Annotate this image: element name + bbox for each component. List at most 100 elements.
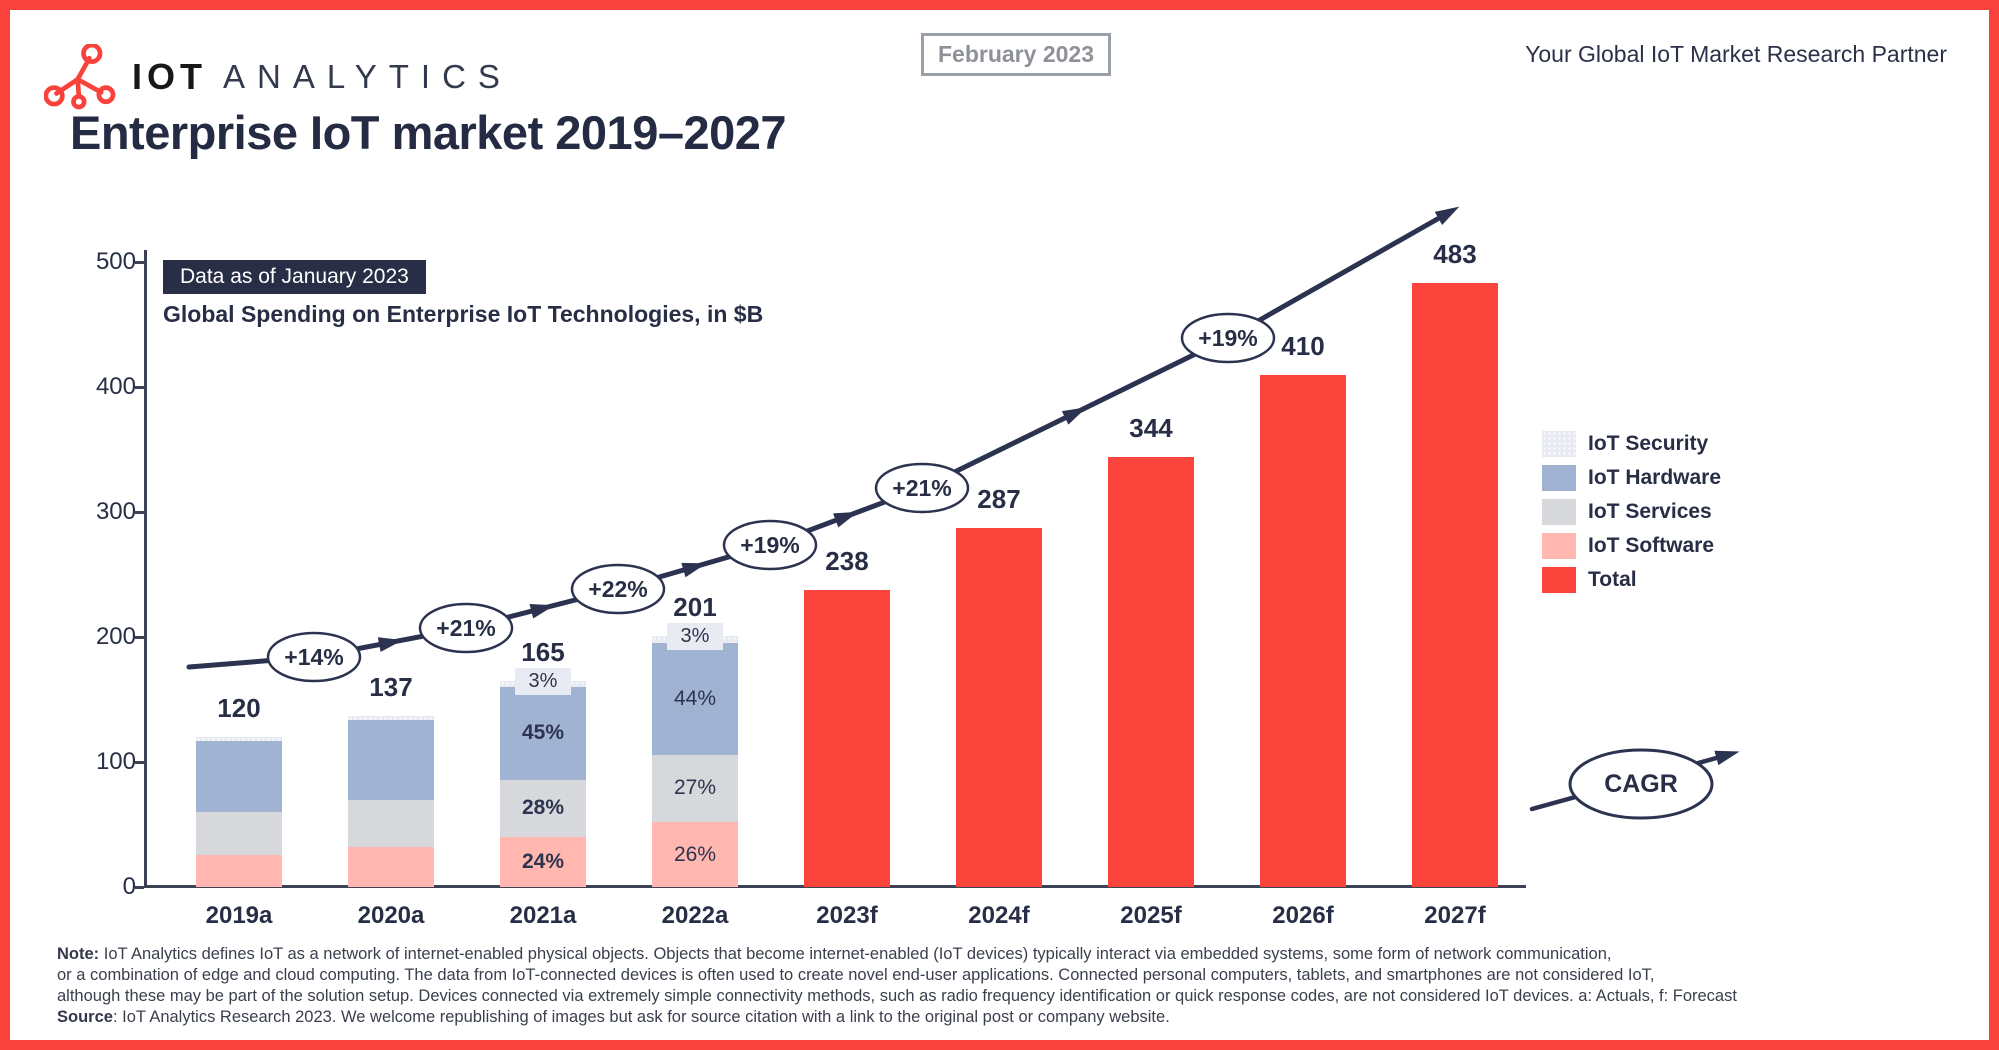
date-badge: February 2023 (921, 33, 1111, 76)
y-tick-mark (135, 386, 144, 389)
page-title: Enterprise IoT market 2019–2027 (70, 106, 787, 159)
y-tick-mark (135, 886, 144, 889)
legend-label-total: Total (1588, 568, 1637, 591)
note-text-1: IoT Analytics defines IoT as a network o… (99, 945, 1612, 963)
segment-label-hardware-2022a: 44% (673, 686, 717, 710)
segment-label-services-2021a: 28% (521, 796, 565, 820)
bar-value-label-2027f: 483 (1433, 239, 1477, 270)
note-text-3: although these may be part of the soluti… (57, 987, 1737, 1005)
bar-total-2023f (804, 589, 890, 887)
y-axis-line (144, 250, 147, 887)
trend-mid-arrow-icon (377, 637, 403, 652)
x-axis-label-2024f: 2024f (968, 902, 1030, 929)
legend-label-software: IoT Software (1588, 534, 1715, 557)
segment-label-software-2022a: 26% (673, 842, 717, 866)
legend-swatch-total (1542, 567, 1576, 593)
logo-text-iot: IOT (132, 56, 207, 97)
legend-label-services: IoT Services (1588, 500, 1712, 523)
legend-item-total: Total (1542, 567, 1721, 593)
tagline: Your Global IoT Market Research Partner (1525, 41, 1947, 67)
cagr-arrow-line (1529, 754, 1723, 812)
trend-tip-arrow-icon (1434, 206, 1460, 225)
bar-segment-software-2020a (348, 847, 434, 887)
footnote-line-3: although these may be part of the soluti… (57, 986, 1957, 1007)
bar-total-2025f (1108, 457, 1194, 887)
footnote: Note: IoT Analytics defines IoT as a net… (57, 944, 1957, 1028)
bar-segment-software-2019a (196, 854, 282, 887)
x-axis-label-2027f: 2027f (1424, 902, 1486, 929)
legend-swatch-software (1542, 533, 1576, 559)
y-tick-mark (135, 636, 144, 639)
footnote-line-4: Source: IoT Analytics Research 2023. We … (57, 1007, 1957, 1028)
footnote-line-2: or a combination of edge and cloud compu… (57, 965, 1957, 986)
legend-swatch-hardware (1542, 465, 1576, 491)
segment-label-software-2021a: 24% (521, 850, 565, 873)
bar-value-label-2021a: 165 (521, 636, 565, 667)
trend-mid-arrow-icon (681, 562, 707, 578)
y-tick-label: 500 (95, 248, 136, 275)
y-tick-label: 400 (95, 373, 136, 400)
bar-segment-services-2019a (196, 812, 282, 855)
bar-total-2026f (1260, 374, 1346, 887)
note-prefix: Note: (57, 945, 100, 963)
segment-label-security-2021a: 3% (515, 667, 571, 695)
bar-segment-software-2022a (652, 822, 738, 887)
bar-value-label-2022a: 201 (673, 591, 717, 622)
cagr-oval (1568, 748, 1714, 820)
legend-swatch-services (1542, 499, 1576, 525)
bar-total-2027f (1412, 283, 1498, 887)
x-axis-label-2021a: 2021a (509, 902, 577, 929)
x-axis-label-2019a: 2019a (205, 902, 273, 929)
bar-value-label-2020a: 137 (369, 671, 413, 702)
y-tick-mark (135, 511, 144, 514)
bar-value-label-2023f: 238 (825, 545, 869, 576)
bar-segment-hardware-2020a (348, 719, 434, 800)
bar-segment-hardware-2019a (196, 740, 282, 812)
bar-value-label-2024f: 287 (977, 484, 1021, 515)
y-tick-label: 200 (95, 623, 136, 650)
y-tick-label: 300 (95, 498, 136, 525)
y-tick-mark (135, 261, 144, 264)
segment-label-services-2022a: 27% (673, 776, 717, 800)
bar-value-label-2026f: 410 (1281, 330, 1325, 361)
source-prefix: Source (57, 1008, 113, 1026)
x-axis-label-2022a: 2022a (661, 902, 729, 929)
trend-mid-arrow-icon (529, 603, 555, 619)
note-text-4: : IoT Analytics Research 2023. We welcom… (112, 1008, 1170, 1026)
bar-segment-services-2020a (348, 799, 434, 847)
iot-analytics-logo: IOT ANALYTICS (44, 44, 512, 110)
segment-label-hardware-2021a: 45% (521, 721, 565, 745)
bar-segment-hardware-2021a (500, 687, 586, 780)
y-tick-mark (135, 761, 144, 764)
legend-item-services: IoT Services (1542, 499, 1721, 525)
y-tick-label: 100 (95, 748, 136, 775)
bar-segment-services-2022a (652, 754, 738, 822)
cagr-arrow-icon (1714, 750, 1740, 766)
cagr-label: CAGR (1604, 770, 1678, 798)
molecule-logo-icon (44, 44, 116, 110)
legend-swatch-security (1542, 431, 1576, 457)
x-axis-label-2023f: 2023f (816, 902, 878, 929)
legend: IoT Security IoT Hardware IoT Services IoT … (1542, 431, 1721, 601)
x-axis-label-2025f: 2025f (1120, 902, 1182, 929)
legend-label-hardware: IoT Hardware (1588, 466, 1722, 489)
legend-item-security: IoT Security (1542, 431, 1721, 457)
trend-mid-arrow-icon (833, 511, 859, 528)
x-axis-label-2026f: 2026f (1272, 902, 1334, 929)
data-as-of-badge: Data as of January 2023 (163, 260, 426, 294)
chart-subtitle: Global Spending on Enterprise IoT Techno… (163, 301, 764, 327)
growth-label: +14% (284, 644, 343, 670)
bar-segment-software-2021a (500, 837, 586, 887)
legend-item-hardware: IoT Hardware (1542, 465, 1721, 491)
bar-value-label-2019a: 120 (217, 693, 261, 723)
segment-label-security-2022a: 3% (667, 622, 723, 650)
y-tick-label: 0 (122, 873, 136, 900)
x-axis-label-2020a: 2020a (357, 902, 425, 929)
bar-segment-security-2020a (348, 715, 434, 720)
legend-label-security: IoT Security (1588, 432, 1709, 455)
bar-value-label-2025f: 344 (1129, 413, 1173, 443)
bar-segment-security-2019a (196, 737, 282, 741)
bar-segment-services-2021a (500, 779, 586, 837)
logo-text-analytics: ANALYTICS (223, 58, 512, 95)
